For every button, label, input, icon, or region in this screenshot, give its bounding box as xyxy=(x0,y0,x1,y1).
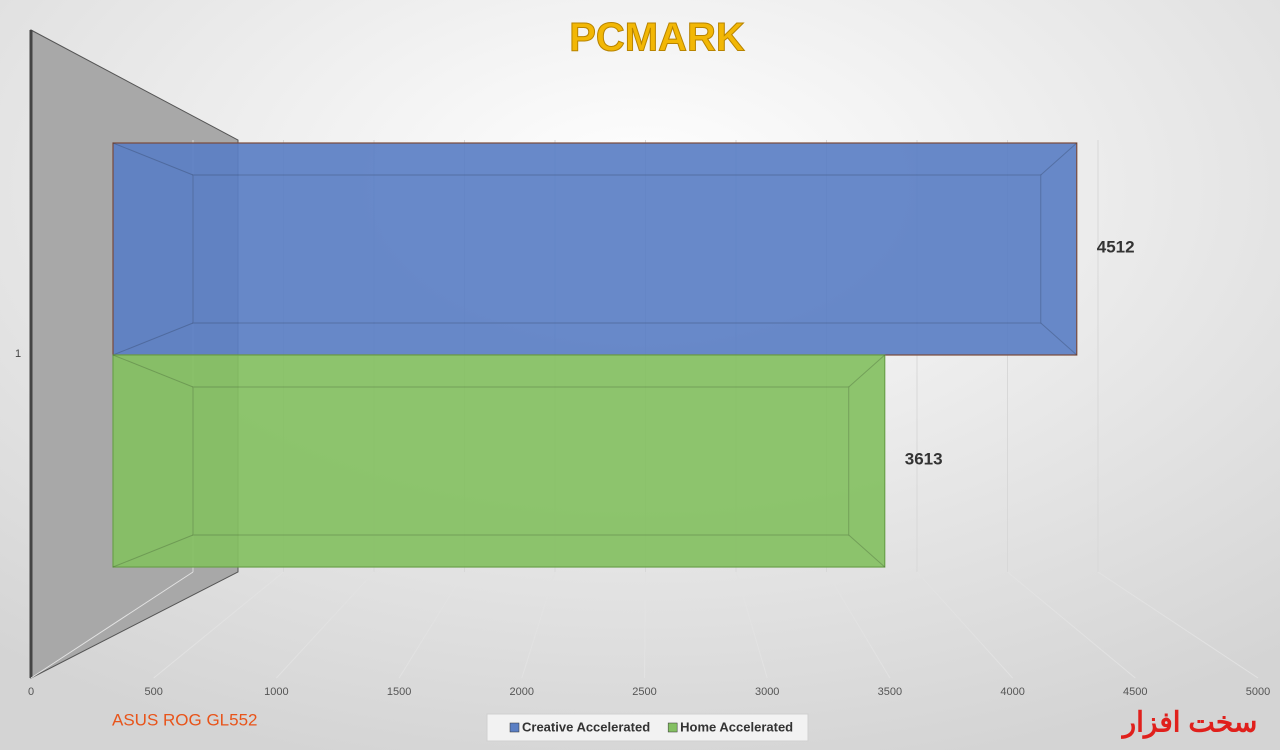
floor-grid-line xyxy=(735,571,768,679)
x-tick-label: 500 xyxy=(145,686,163,698)
x-tick-label: 2500 xyxy=(632,686,656,698)
floor-grid-line xyxy=(916,571,1013,679)
data-label: 4512 xyxy=(1097,237,1135,256)
bar-edge xyxy=(1040,322,1078,356)
legend-label: Home Accelerated xyxy=(680,719,793,734)
bar-edge xyxy=(112,354,194,388)
bar xyxy=(112,354,886,568)
floor-grid-line xyxy=(1097,571,1259,679)
legend-label: Creative Accelerated xyxy=(522,719,650,734)
chart-title: PCMARK xyxy=(569,16,745,60)
x-tick-label: 3500 xyxy=(878,686,902,698)
floor-grid-line xyxy=(30,571,194,679)
bar-depth xyxy=(192,386,850,536)
x-tick-label: 1500 xyxy=(387,686,411,698)
floor-grid-line xyxy=(398,571,465,679)
data-label: 3613 xyxy=(905,449,943,468)
x-tick-label: 4000 xyxy=(1000,686,1024,698)
floor-grid-line xyxy=(276,571,375,679)
floor-grid-line xyxy=(521,571,556,679)
x-tick-label: 4500 xyxy=(1123,686,1147,698)
legend-swatch xyxy=(667,722,678,733)
category-label: 1 xyxy=(15,348,21,360)
floor-grid-line xyxy=(153,571,284,679)
bar-depth xyxy=(192,174,1042,324)
x-tick-label: 0 xyxy=(28,686,34,698)
bar-edge xyxy=(112,142,194,176)
floor-grid-line xyxy=(826,571,891,679)
bar-edge xyxy=(1040,142,1078,176)
bar-edge xyxy=(112,534,194,568)
bar xyxy=(112,142,1078,356)
bar-edge xyxy=(112,322,194,356)
plot: 0 500 1000 1500 2000 2500 3000 3500 4000 4500 5000… xyxy=(28,140,1270,742)
bar-edge xyxy=(848,354,886,388)
legend-swatch xyxy=(509,722,520,733)
x-tick-label: 5000 xyxy=(1246,686,1270,698)
legend: Creative Accelerated Home Accelerated xyxy=(486,713,809,742)
annotation: ASUS ROG GL552 xyxy=(112,710,258,729)
floor-grid-line xyxy=(644,571,646,679)
brand-logo: سخت افزار xyxy=(1121,706,1258,739)
legend-box xyxy=(486,713,809,742)
floor-grid-line xyxy=(1007,571,1136,679)
bar-edge xyxy=(848,534,886,568)
x-tick-label: 1000 xyxy=(264,686,288,698)
x-tick-label: 2000 xyxy=(510,686,534,698)
x-tick-label: 3000 xyxy=(755,686,779,698)
